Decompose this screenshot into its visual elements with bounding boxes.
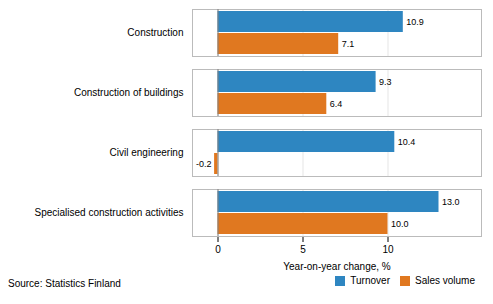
svg-text:10.4: 10.4 xyxy=(398,137,416,147)
svg-text:9.3: 9.3 xyxy=(379,77,392,87)
svg-text:Year-on-year change, %: Year-on-year change, % xyxy=(283,261,391,272)
svg-text:10.0: 10.0 xyxy=(391,219,409,229)
svg-text:Construction: Construction xyxy=(127,27,183,38)
svg-text:10.9: 10.9 xyxy=(406,17,424,27)
svg-text:-0.2: -0.2 xyxy=(196,159,212,169)
html-text:Sales volume: Sales volume xyxy=(415,275,475,286)
svg-text:Specialised construction activ: Specialised construction activities xyxy=(35,207,184,218)
svg-text:Construction of buildings: Construction of buildings xyxy=(74,87,184,98)
svg-text:13.0: 13.0 xyxy=(442,197,460,207)
svg-text:5: 5 xyxy=(300,244,306,255)
svg-text:7.1: 7.1 xyxy=(342,39,355,49)
svg-text:6.4: 6.4 xyxy=(330,99,343,109)
svg-text:0: 0 xyxy=(215,244,221,255)
html-text:Source: Statistics Finland: Source: Statistics Finland xyxy=(8,277,121,289)
svg-text:10: 10 xyxy=(382,244,394,255)
svg-text:Civil engineering: Civil engineering xyxy=(110,147,184,158)
html-text:Turnover: Turnover xyxy=(350,275,390,286)
